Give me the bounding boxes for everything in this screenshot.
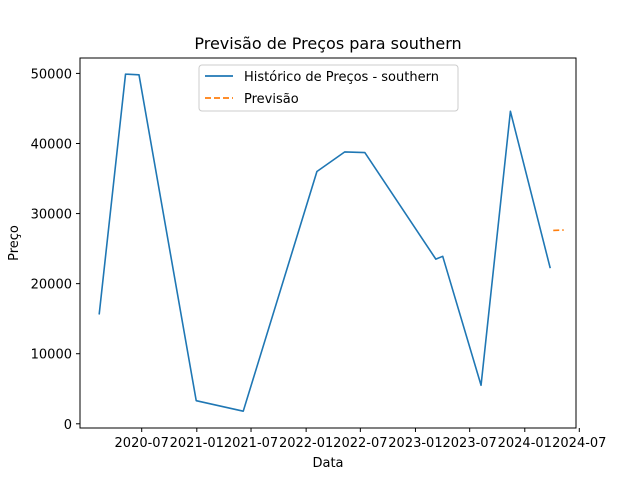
x-tick-label: 2020-07 <box>115 436 169 451</box>
chart-title: Previsão de Preços para southern <box>194 34 461 53</box>
y-tick-label: 20000 <box>31 278 72 293</box>
x-tick-label: 2021-01 <box>170 436 224 451</box>
legend-label-history: Histórico de Preços - southern <box>244 70 439 85</box>
y-tick-label: 30000 <box>31 208 72 223</box>
plot-frame <box>79 57 577 429</box>
plot-lines <box>98 73 564 412</box>
x-tick-label: 2024-07 <box>552 436 606 451</box>
x-tick-label: 2023-07 <box>443 436 497 451</box>
y-tick-label: 40000 <box>31 137 72 152</box>
y-axis-label: Preço <box>7 225 22 261</box>
x-axis-label: Data <box>312 456 343 471</box>
legend-box <box>198 64 459 112</box>
y-axis: 0 10000 20000 30000 40000 50000 <box>31 67 80 433</box>
y-tick-label: 50000 <box>31 67 72 82</box>
y-tick-label: 0 <box>64 418 72 433</box>
x-tick-label: 2021-07 <box>224 436 278 451</box>
y-tick-label: 10000 <box>31 348 72 363</box>
x-tick-label: 2022-07 <box>333 436 387 451</box>
x-tick-label: 2024-01 <box>498 436 552 451</box>
series-line-0 <box>98 73 552 412</box>
legend: Histórico de Preços - southern Previsão <box>198 64 459 112</box>
x-axis: 2020-07 2021-01 2021-07 2022-01 2022-07 2023-… <box>115 428 606 451</box>
x-tick-label: 2022-01 <box>279 436 333 451</box>
x-tick-label: 2023-01 <box>388 436 442 451</box>
legend-label-forecast: Previsão <box>244 92 299 107</box>
